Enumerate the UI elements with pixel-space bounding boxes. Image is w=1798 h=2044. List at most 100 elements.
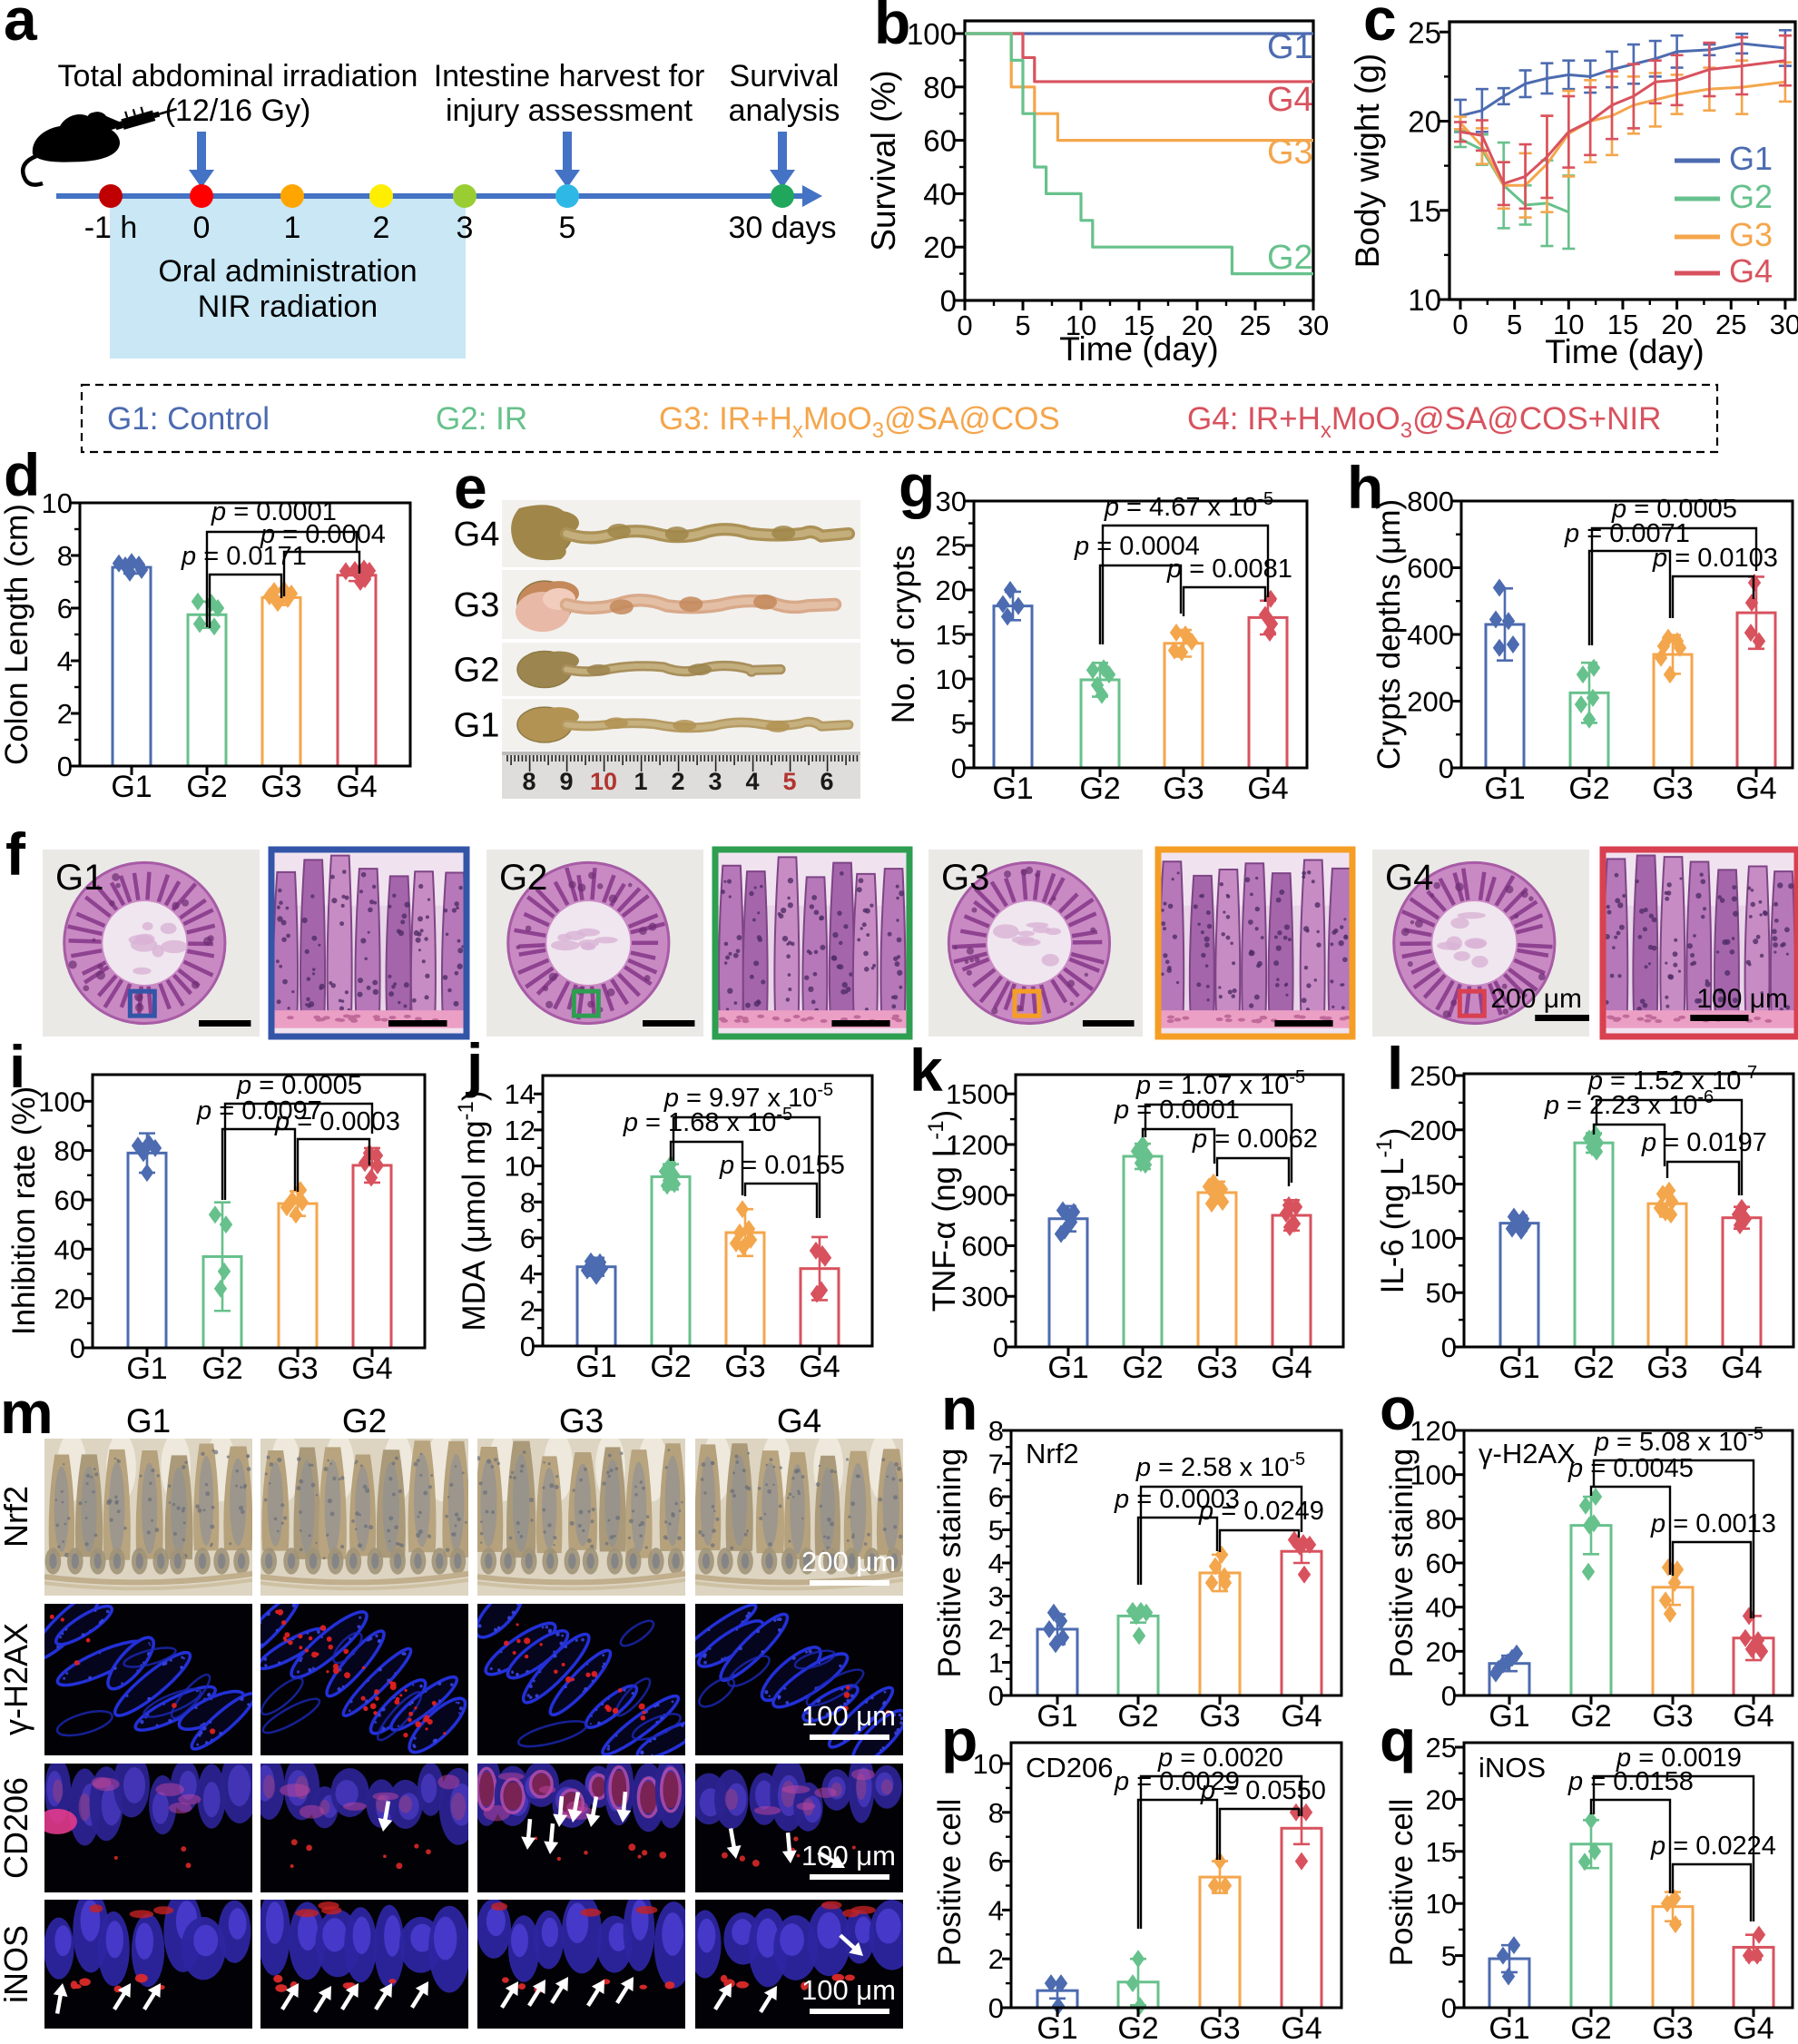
svg-text:100: 100 — [907, 17, 957, 51]
svg-text:p = 0.0001: p = 0.0001 — [211, 497, 337, 526]
svg-text:15: 15 — [1408, 194, 1441, 228]
svg-text:5: 5 — [1015, 310, 1030, 341]
svg-text:G1: G1 — [1037, 1699, 1077, 1734]
svg-text:m: m — [0, 1379, 54, 1446]
svg-text:30 days: 30 days — [728, 211, 836, 245]
svg-text:γ-H2AX: γ-H2AX — [1479, 1438, 1576, 1469]
svg-text:25: 25 — [936, 530, 967, 562]
svg-text:b: b — [874, 0, 910, 56]
svg-text:G3: G3 — [559, 1402, 604, 1440]
svg-text:l: l — [1387, 1035, 1403, 1102]
svg-text:9: 9 — [559, 768, 573, 795]
svg-text:G1: G1 — [55, 858, 103, 898]
svg-text:G4: G4 — [1385, 858, 1433, 898]
svg-text:G1: G1 — [1484, 771, 1525, 806]
svg-text:Total abdominal irradiation: Total abdominal irradiation — [58, 59, 418, 93]
svg-text:G2: G2 — [1122, 1351, 1163, 1385]
svg-text:G4: G4 — [1729, 252, 1773, 290]
svg-text:Time (day): Time (day) — [1059, 330, 1218, 368]
svg-text:p = 5.08 x 10-5: p = 5.08 x 10-5 — [1594, 1424, 1764, 1457]
svg-text:(12/16 Gy): (12/16 Gy) — [165, 93, 311, 128]
svg-text:20: 20 — [1408, 105, 1441, 139]
svg-text:20: 20 — [1426, 1636, 1457, 1667]
svg-text:G3: G3 — [260, 770, 301, 804]
svg-text:p = 0.0001: p = 0.0001 — [1114, 1096, 1240, 1125]
svg-text:200 μm: 200 μm — [1490, 984, 1582, 1014]
svg-text:n: n — [941, 1375, 978, 1442]
svg-text:0: 0 — [520, 1331, 535, 1362]
svg-text:0: 0 — [1441, 1680, 1457, 1712]
svg-text:G1: G1 — [454, 707, 500, 745]
svg-text:20: 20 — [923, 231, 957, 264]
svg-text:0: 0 — [193, 211, 211, 245]
svg-text:600: 600 — [961, 1230, 1008, 1262]
svg-text:300: 300 — [961, 1281, 1008, 1312]
svg-text:5: 5 — [988, 1515, 1004, 1547]
svg-text:p = 1.68 x 10-5: p = 1.68 x 10-5 — [623, 1105, 792, 1137]
svg-text:p = 0.0013: p = 0.0013 — [1650, 1509, 1776, 1538]
svg-text:NIR radiation: NIR radiation — [198, 290, 378, 324]
svg-text:0: 0 — [1452, 309, 1468, 340]
svg-text:0: 0 — [1441, 1992, 1457, 2024]
svg-text:15: 15 — [1426, 1836, 1457, 1868]
svg-text:10: 10 — [590, 768, 617, 795]
svg-text:G1: Control: G1: Control — [107, 401, 270, 437]
svg-text:G3: G3 — [1199, 2011, 1240, 2039]
svg-text:p = 0.0003: p = 0.0003 — [274, 1107, 400, 1136]
svg-text:G2: G2 — [454, 652, 500, 690]
svg-text:80: 80 — [1426, 1503, 1457, 1535]
svg-text:G3: G3 — [1652, 771, 1693, 806]
svg-text:G3: G3 — [1163, 771, 1204, 806]
svg-text:G4: G4 — [336, 770, 377, 804]
svg-text:5: 5 — [782, 768, 796, 795]
svg-text:p = 4.67 x 10-5: p = 4.67 x 10-5 — [1104, 489, 1273, 522]
svg-text:p = 0.0081: p = 0.0081 — [1166, 555, 1292, 584]
svg-text:G4: G4 — [1733, 2011, 1773, 2039]
svg-text:250: 250 — [1410, 1060, 1457, 1092]
svg-text:injury assessment: injury assessment — [446, 93, 693, 128]
svg-text:3: 3 — [457, 211, 474, 245]
svg-text:100 μm: 100 μm — [801, 1700, 896, 1732]
svg-text:TNF-α (ng L-1): TNF-α (ng L-1) — [924, 1110, 962, 1312]
svg-text:20: 20 — [54, 1283, 85, 1315]
svg-text:5: 5 — [1507, 309, 1522, 340]
svg-text:8: 8 — [520, 1186, 535, 1218]
svg-text:10: 10 — [42, 487, 73, 519]
svg-text:800: 800 — [1407, 486, 1454, 517]
svg-text:0: 0 — [70, 1332, 85, 1364]
svg-text:p = 0.0103: p = 0.0103 — [1652, 544, 1778, 573]
svg-text:G3: G3 — [1196, 1351, 1237, 1385]
svg-text:2: 2 — [520, 1294, 535, 1326]
svg-text:c: c — [1363, 0, 1397, 53]
svg-text:iNOS: iNOS — [0, 1925, 34, 2003]
svg-text:4: 4 — [988, 1894, 1004, 1926]
svg-text:1: 1 — [634, 768, 647, 795]
svg-text:200: 200 — [1407, 686, 1454, 718]
svg-text:6: 6 — [520, 1223, 535, 1254]
svg-text:0: 0 — [988, 1680, 1004, 1712]
svg-text:2: 2 — [988, 1614, 1004, 1646]
svg-text:0: 0 — [1441, 1332, 1457, 1363]
svg-text:Positive cell: Positive cell — [932, 1799, 968, 1967]
svg-text:G1: G1 — [111, 770, 152, 804]
svg-text:1500: 1500 — [946, 1078, 1008, 1110]
svg-text:900: 900 — [961, 1180, 1008, 1212]
svg-text:Nrf2: Nrf2 — [0, 1486, 34, 1548]
svg-text:f: f — [5, 821, 26, 888]
svg-text:0: 0 — [940, 284, 957, 318]
svg-text:10: 10 — [1426, 1888, 1457, 1920]
svg-text:4: 4 — [988, 1548, 1004, 1579]
svg-text:100 μm: 100 μm — [801, 1840, 896, 1872]
svg-text:7: 7 — [988, 1449, 1004, 1480]
svg-text:No. of crypts: No. of crypts — [886, 545, 921, 723]
svg-text:8: 8 — [988, 1415, 1004, 1447]
svg-text:Time (day): Time (day) — [1545, 333, 1704, 370]
svg-text:G3: G3 — [1267, 133, 1313, 172]
svg-text:Crypts depths (μm): Crypts depths (μm) — [1371, 499, 1407, 770]
svg-text:Inhibition rate (%): Inhibition rate (%) — [6, 1086, 42, 1335]
svg-text:6: 6 — [820, 768, 833, 795]
svg-text:G3: G3 — [1729, 216, 1773, 253]
svg-text:0: 0 — [57, 751, 73, 782]
svg-text:60: 60 — [923, 124, 957, 158]
svg-text:γ-H2AX: γ-H2AX — [0, 1623, 34, 1735]
